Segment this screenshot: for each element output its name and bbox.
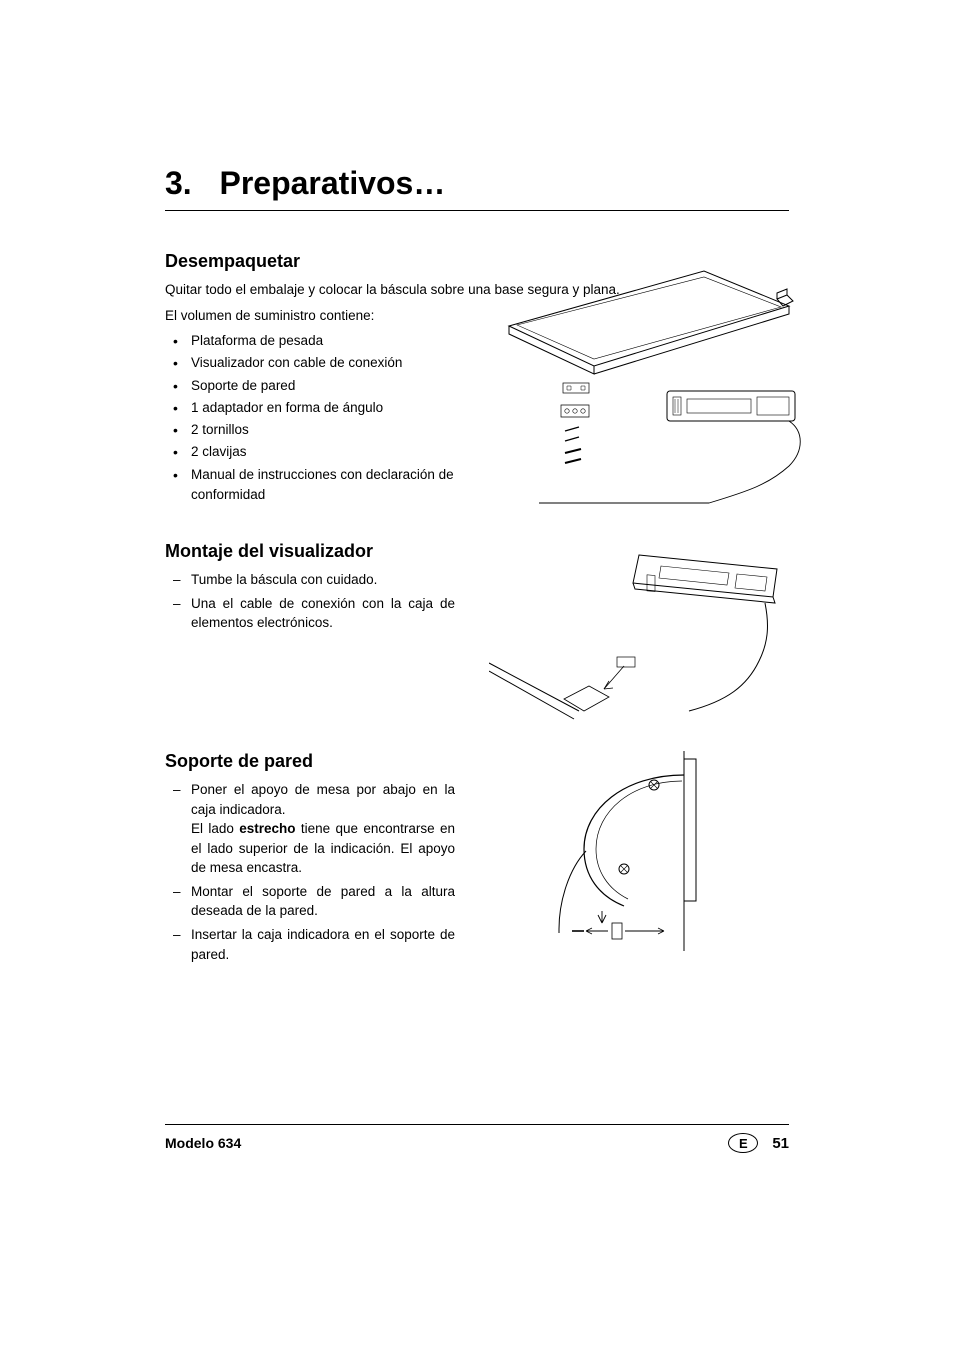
list-item: Manual de instrucciones con declaración …: [179, 465, 455, 506]
section1-list: Plataforma de pesada Visualizador con ca…: [165, 331, 455, 505]
list-item: Plataforma de pesada: [179, 331, 455, 351]
figure-display-mounting: [489, 541, 789, 721]
list-item: 2 tornillos: [179, 420, 455, 440]
list-item: 1 adaptador en forma de ángulo: [179, 398, 455, 418]
list-item: 2 clavijas: [179, 442, 455, 462]
list-item: Montar el soporte de pared a la altura d…: [179, 882, 455, 921]
item-text: Poner el apoyo de mesa por abajo en la c…: [191, 782, 455, 817]
section1-title: Desempaquetar: [165, 251, 455, 272]
page-footer: Modelo 634 E 51: [165, 1124, 789, 1153]
section-desempaquetar: Desempaquetar Quitar todo el embalaje y …: [165, 251, 789, 511]
list-item: Poner el apoyo de mesa por abajo en la c…: [179, 780, 455, 878]
chapter-number: 3.: [165, 165, 192, 201]
section-montaje: Montaje del visualizador Tumbe la báscul…: [165, 541, 789, 721]
list-item: Soporte de pared: [179, 376, 455, 396]
chapter-name: Preparativos…: [219, 165, 445, 201]
chapter-title: 3. Preparativos…: [165, 165, 789, 211]
list-item: Una el cable de conexión con la caja de …: [179, 594, 455, 633]
page-number: 51: [772, 1135, 789, 1152]
item-text: El lado: [191, 821, 239, 836]
footer-model: Modelo 634: [165, 1135, 241, 1151]
list-item: Insertar la caja indicadora en el soport…: [179, 925, 455, 964]
section1-intro2: El volumen de suministro contiene:: [165, 306, 455, 326]
section3-list: Poner el apoyo de mesa por abajo en la c…: [165, 780, 455, 964]
section3-title: Soporte de pared: [165, 751, 455, 772]
list-item: Tumbe la báscula con cuidado.: [179, 570, 455, 590]
language-badge: E: [728, 1133, 758, 1153]
section2-list: Tumbe la báscula con cuidado. Una el cab…: [165, 570, 455, 633]
figure-scale-components: [489, 251, 789, 511]
section2-title: Montaje del visualizador: [165, 541, 455, 562]
bold-text: estrecho: [239, 821, 295, 836]
section-soporte: Soporte de pared Poner el apoyo de mesa …: [165, 751, 789, 968]
list-item: Visualizador con cable de conexión: [179, 353, 455, 373]
figure-wall-bracket: [489, 751, 789, 961]
